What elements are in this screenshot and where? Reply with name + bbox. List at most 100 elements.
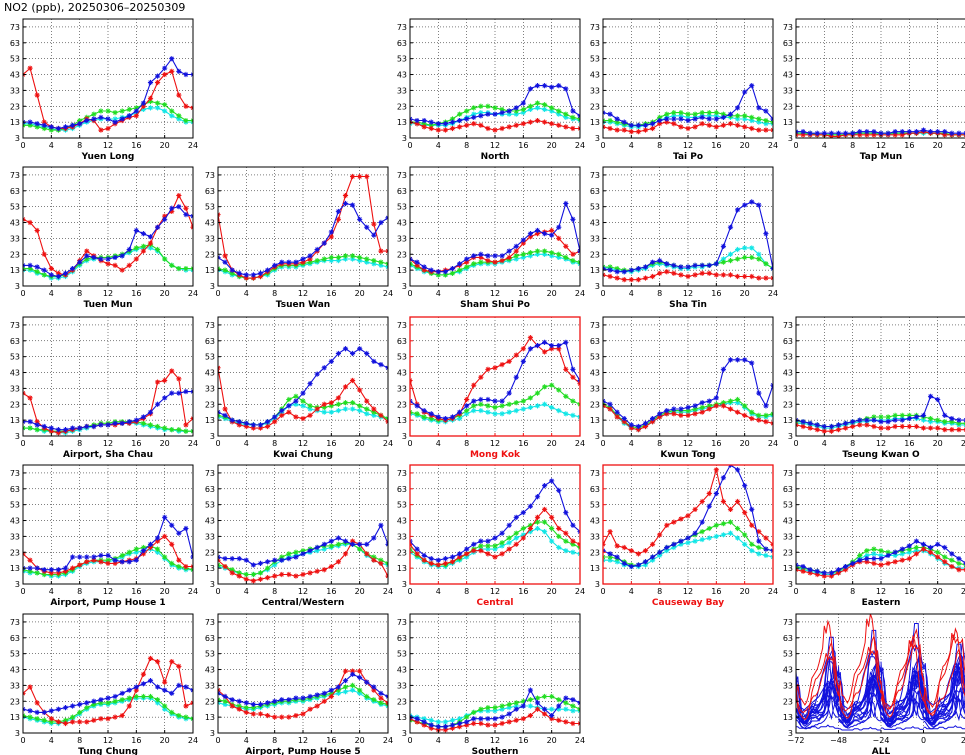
- tick-label-y: 73: [10, 321, 20, 330]
- point-green: [133, 245, 139, 251]
- point-cyan: [456, 716, 463, 722]
- point-red: [34, 92, 40, 98]
- tick-label-x: 8: [850, 439, 855, 448]
- tick-label-y: 13: [10, 564, 20, 573]
- tick-label-x: 8: [657, 289, 662, 298]
- tick-label-x: 4: [244, 587, 249, 596]
- all-trace-eastern: [880, 697, 924, 726]
- tick-label-y: 33: [10, 86, 20, 95]
- all-trace-tung-chung: [838, 671, 882, 718]
- point-red: [77, 719, 83, 725]
- point-blue: [55, 567, 62, 573]
- point-red: [520, 346, 526, 352]
- panel-title: Tseung Kwan O: [842, 450, 920, 460]
- tick-label-y: 13: [783, 564, 793, 573]
- point-blue: [371, 358, 377, 365]
- point-green: [126, 695, 132, 701]
- point-cyan: [456, 415, 463, 422]
- panel-title: Tung Chung: [78, 747, 138, 755]
- point-cyan: [692, 538, 698, 544]
- point-cyan: [706, 535, 712, 541]
- point-cyan: [756, 119, 762, 125]
- tick-label-y: 23: [205, 400, 215, 409]
- point-red: [713, 403, 719, 409]
- tick-label-y: 23: [205, 548, 215, 557]
- point-blue: [556, 224, 562, 230]
- point-blue: [126, 687, 132, 693]
- point-red: [222, 406, 228, 412]
- point-blue: [927, 544, 934, 551]
- point-red: [657, 121, 663, 127]
- point-cyan: [499, 411, 505, 417]
- point-green: [534, 519, 541, 525]
- point-blue: [828, 423, 835, 430]
- point-red: [162, 71, 168, 78]
- point-blue: [442, 556, 449, 562]
- point-green: [449, 270, 456, 276]
- point-blue: [84, 253, 90, 259]
- tick-label-y: 3: [402, 729, 407, 738]
- point-red: [154, 79, 161, 86]
- point-red: [378, 248, 384, 254]
- point-cyan: [357, 258, 363, 264]
- point-green: [349, 400, 356, 406]
- point-green: [734, 525, 741, 532]
- point-green: [34, 427, 40, 433]
- point-green: [749, 114, 755, 120]
- tick-label-x: 8: [77, 289, 82, 298]
- point-cyan: [520, 406, 526, 412]
- point-blue: [421, 264, 427, 270]
- point-red: [763, 275, 769, 281]
- tick-label-y: 23: [397, 102, 407, 111]
- point-blue: [534, 700, 541, 706]
- point-blue: [800, 129, 806, 135]
- point-green: [34, 716, 40, 722]
- point-red: [541, 711, 548, 717]
- point-blue: [513, 105, 519, 111]
- point-green: [513, 253, 519, 259]
- point-red: [183, 703, 189, 709]
- point-blue: [435, 121, 441, 127]
- tick-label-x: 24: [188, 587, 198, 596]
- tick-label-x: 24: [188, 289, 198, 298]
- tick-label-y: 3: [15, 134, 20, 143]
- point-cyan: [464, 554, 470, 560]
- point-blue: [520, 100, 526, 106]
- point-green: [77, 709, 83, 715]
- tick-label-y: 13: [10, 713, 20, 722]
- point-blue: [678, 538, 684, 544]
- tick-label-y: 13: [205, 416, 215, 425]
- point-cyan: [328, 258, 334, 264]
- point-blue: [478, 716, 484, 722]
- tick-label-y: 63: [10, 39, 20, 48]
- point-blue: [949, 130, 955, 136]
- point-blue: [635, 265, 642, 272]
- point-red: [850, 423, 856, 430]
- tick-label-y: 23: [10, 548, 20, 557]
- point-red: [84, 248, 90, 254]
- panel-title: Kwun Tong: [660, 450, 715, 460]
- point-red: [27, 684, 33, 690]
- point-blue: [442, 269, 449, 275]
- point-green: [154, 246, 161, 253]
- point-blue: [119, 690, 125, 696]
- point-red: [456, 554, 463, 560]
- tick-label-y: 33: [590, 384, 600, 393]
- point-green: [147, 98, 154, 105]
- all-trace-tung-chung: [880, 666, 924, 717]
- point-blue: [742, 483, 748, 489]
- point-green: [464, 408, 470, 414]
- point-green: [27, 122, 33, 128]
- point-green: [570, 703, 576, 709]
- tick-label-y: 23: [590, 400, 600, 409]
- point-red: [942, 427, 948, 433]
- point-green: [328, 254, 334, 261]
- point-cyan: [335, 690, 342, 696]
- point-cyan: [570, 549, 576, 555]
- point-green: [749, 254, 755, 261]
- point-red: [857, 422, 863, 428]
- point-green: [563, 393, 569, 399]
- point-green: [176, 563, 182, 570]
- point-blue: [162, 216, 168, 222]
